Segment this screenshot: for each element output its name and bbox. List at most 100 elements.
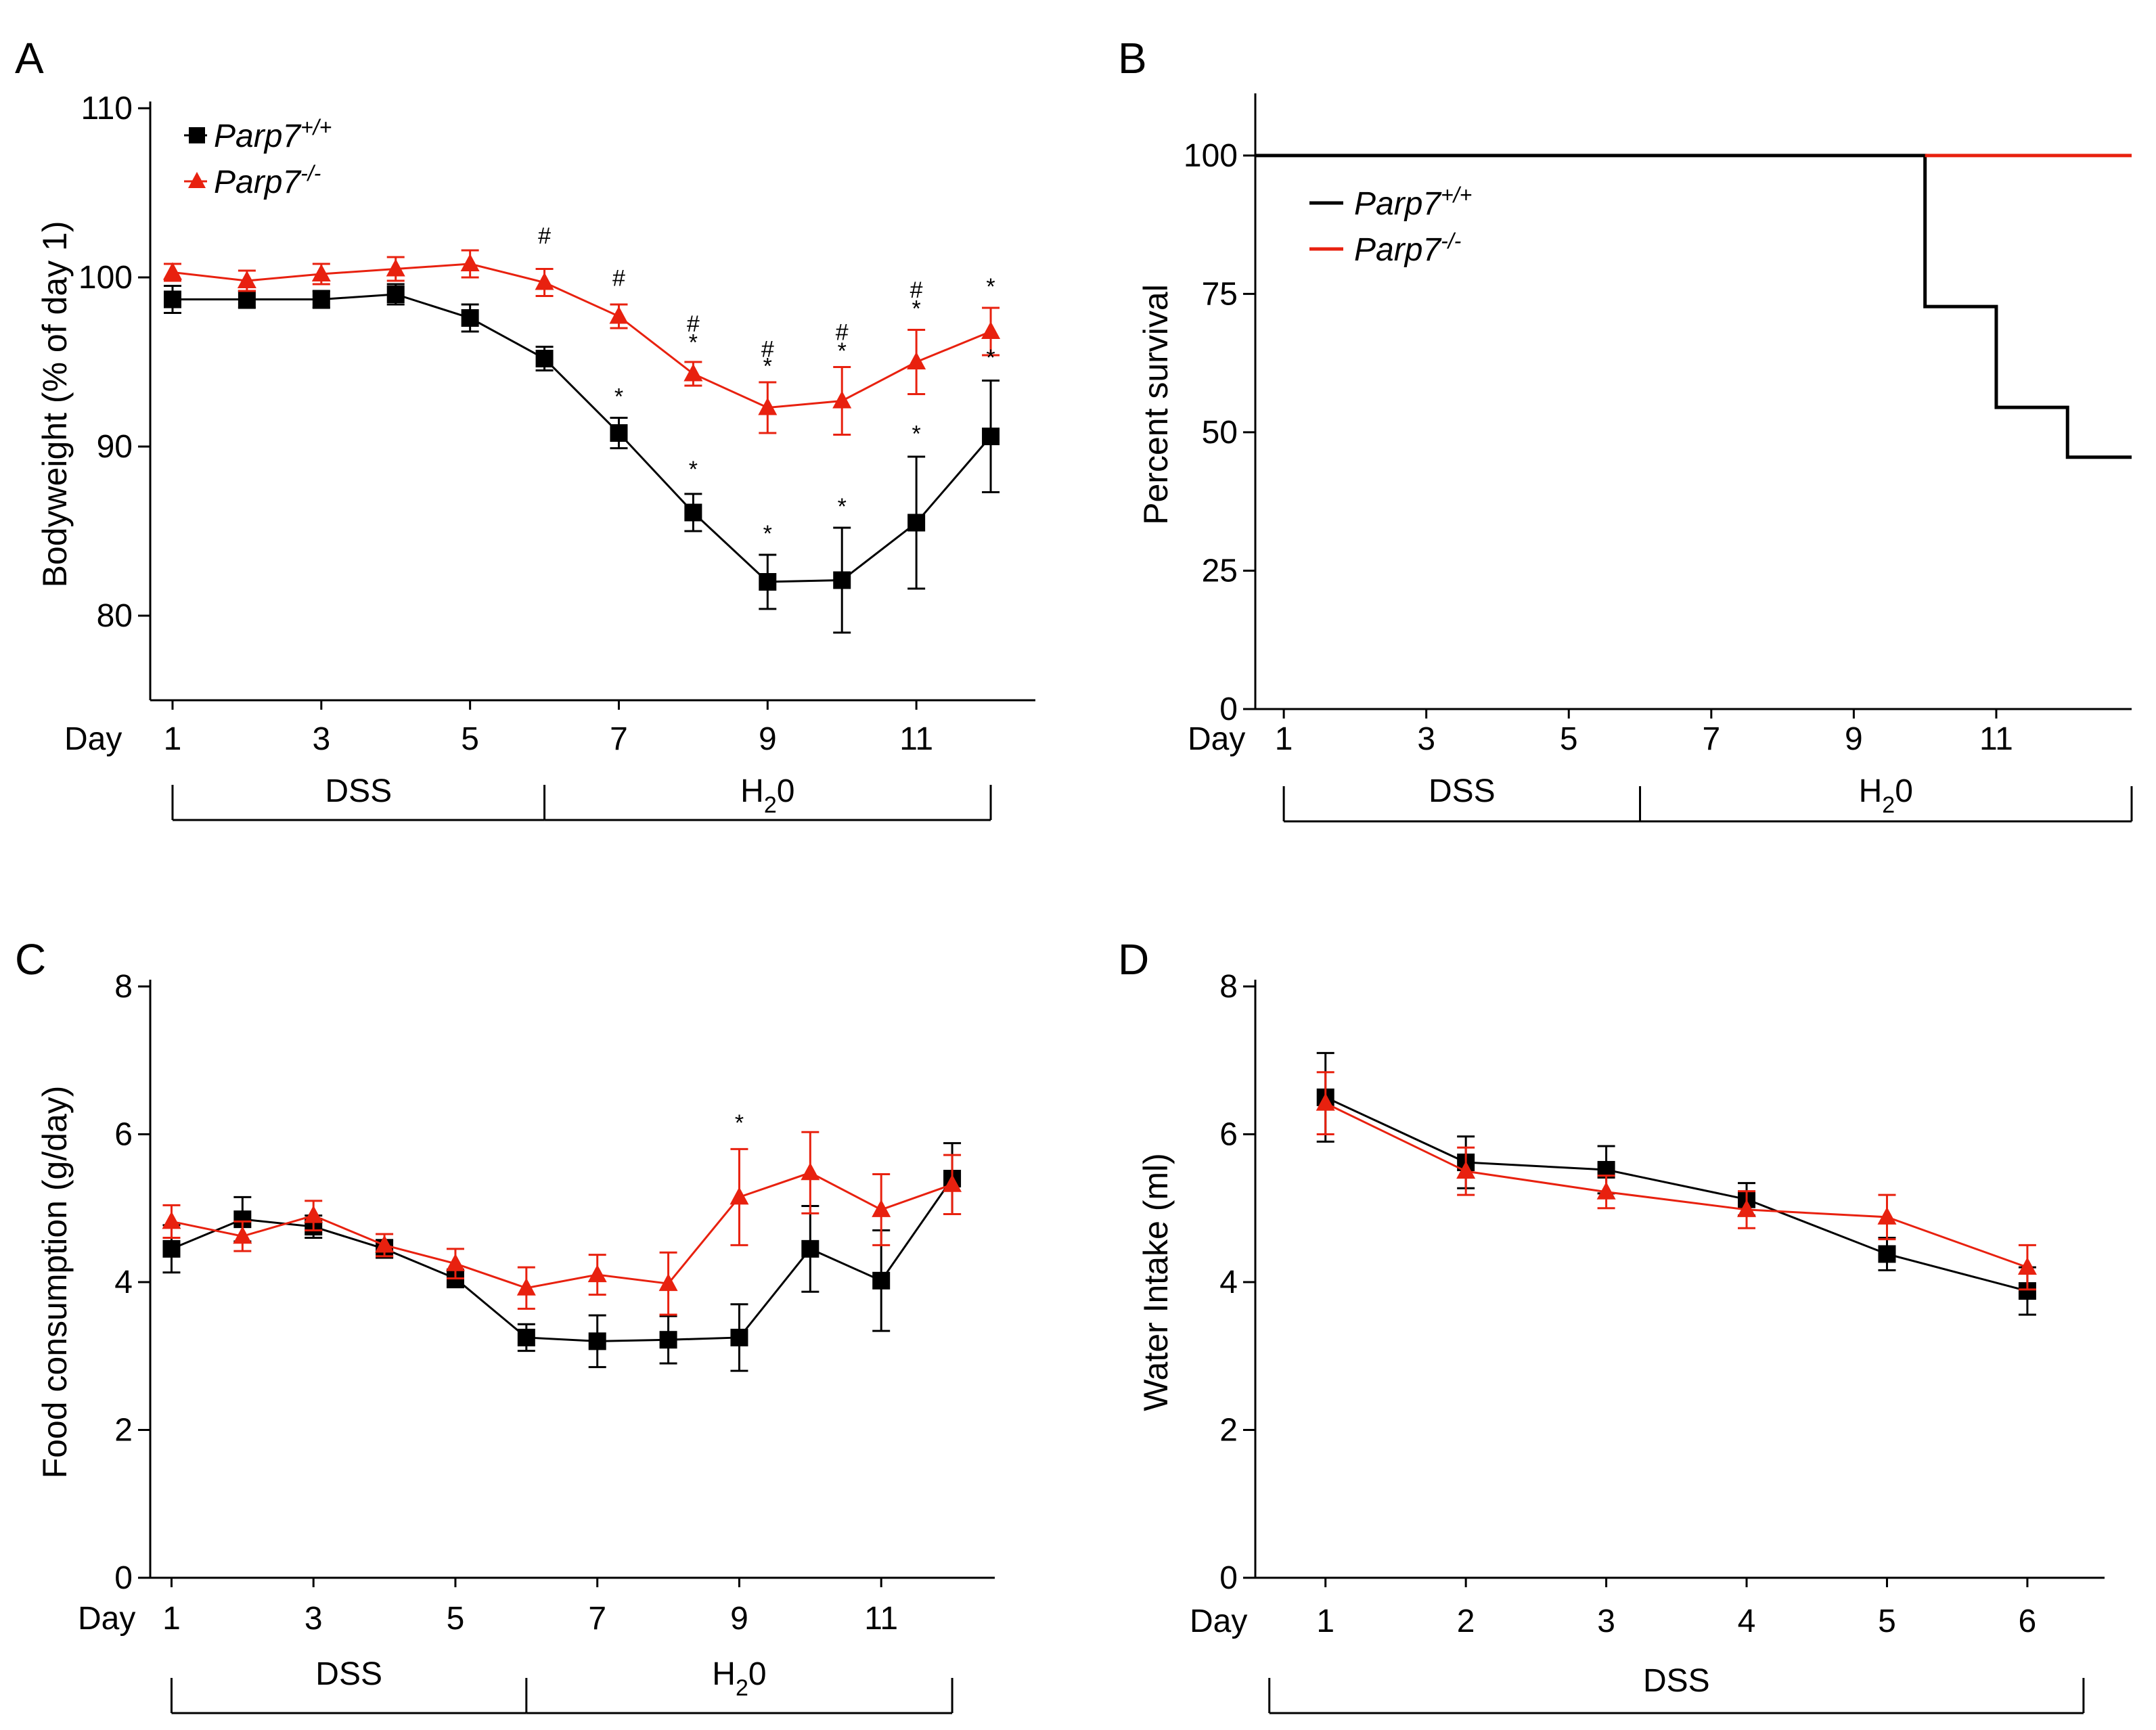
asterisk-mark: *: [763, 521, 772, 547]
period-label: DSS: [1429, 773, 1496, 809]
x-tick-label: 1: [1316, 1603, 1334, 1639]
x-tick-label: 5: [1560, 721, 1578, 757]
asterisk-mark: *: [735, 1110, 744, 1136]
legend-label-wt-superscript: +/+: [1441, 183, 1472, 207]
legend-label-ko-superscript: -/-: [1441, 229, 1461, 253]
marker-triangle-ko: [758, 397, 778, 415]
y-tick-label: 8: [1219, 969, 1238, 1005]
marker-square-wt: [535, 350, 554, 367]
y-tick-label: 2: [1219, 1413, 1238, 1449]
legend-label-ko: Parp7-/-: [1354, 229, 1461, 268]
marker-square-wt: [162, 1239, 181, 1258]
marker-triangle-ko: [801, 1162, 820, 1181]
y-tick-label: 0: [114, 1560, 133, 1596]
hash-mark: #: [761, 337, 774, 363]
marker-triangle-ko: [609, 306, 629, 324]
panel-label-a: A: [15, 34, 44, 83]
asterisk-mark: *: [689, 330, 698, 356]
series-line-wt: [171, 1178, 953, 1342]
y-tick-label: 110: [81, 91, 133, 127]
x-tick-label: 4: [1738, 1603, 1756, 1639]
marker-triangle-ko: [1877, 1206, 1897, 1225]
marker-square-wt: [163, 290, 181, 309]
period-label-subscript: 2: [1882, 792, 1895, 818]
x-axis-label: Day: [1188, 721, 1245, 757]
marker-triangle-ko: [386, 258, 405, 277]
panel-label-b: B: [1118, 34, 1147, 83]
period-label-subscript: 2: [736, 1675, 748, 1701]
y-tick-label: 0: [1219, 691, 1238, 727]
hash-mark: #: [910, 277, 923, 303]
hash-mark: #: [612, 266, 625, 292]
marker-square-wt: [588, 1332, 606, 1350]
x-tick-label: 9: [759, 721, 777, 757]
panel-b-survival: 0 25 50 75 100 1 3 5 7 9 11 Day Percent survival DSS H…: [1137, 93, 2133, 823]
x-tick-label: 3: [1597, 1603, 1615, 1639]
x-axis-label: Day: [78, 1601, 135, 1637]
x-tick-label: 7: [610, 721, 628, 757]
marker-triangle-ko: [311, 264, 331, 281]
y-tick-label: 100: [1184, 138, 1238, 174]
period-label: H20: [712, 1656, 766, 1701]
x-tick-label: 6: [2019, 1603, 2037, 1639]
x-tick-label: 7: [1702, 721, 1720, 757]
y-tick-label: 4: [114, 1265, 133, 1300]
legend-label-ko-superscript: -/-: [300, 161, 321, 185]
panel-label-c: C: [15, 935, 46, 984]
y-tick-label: 80: [97, 598, 133, 634]
marker-triangle-ko: [943, 1174, 962, 1192]
asterisk-mark: *: [986, 345, 995, 371]
hash-mark: #: [538, 223, 551, 249]
marker-triangle-ko: [304, 1205, 323, 1223]
y-axis-label: Food consumption (g/day): [36, 1086, 74, 1479]
x-tick-label: 5: [447, 1601, 465, 1637]
marker-square-wt: [872, 1271, 891, 1290]
period-label: DSS: [315, 1656, 382, 1692]
marker-triangle-ko: [587, 1265, 607, 1283]
marker-square-wt: [312, 290, 330, 309]
marker-square-wt: [1878, 1245, 1896, 1263]
marker-triangle-ko: [1737, 1199, 1757, 1217]
asterisk-mark: *: [838, 494, 847, 520]
marker-triangle-ko: [907, 352, 926, 369]
period-label-suffix: 0: [777, 773, 795, 809]
legend-marker-ko: [188, 172, 206, 188]
marker-triangle-ko: [832, 390, 852, 409]
y-axis-label: Water Intake (ml): [1137, 1153, 1175, 1411]
marker-triangle-ko: [658, 1273, 678, 1292]
y-tick-label: 90: [97, 429, 133, 465]
x-tick-label: 1: [162, 1601, 181, 1637]
marker-square-wt: [730, 1328, 748, 1346]
x-tick-label: 5: [1878, 1603, 1896, 1639]
marker-triangle-ko: [162, 1211, 181, 1229]
marker-triangle-ko: [535, 272, 554, 290]
period-label: DSS: [1643, 1663, 1710, 1699]
period-label-subscript: 2: [764, 792, 777, 818]
x-axis-label: Day: [1190, 1603, 1247, 1639]
marker-square-wt: [801, 1239, 819, 1258]
y-tick-label: 75: [1202, 276, 1238, 312]
marker-triangle-ko: [981, 321, 1001, 339]
period-label: DSS: [325, 773, 392, 809]
y-tick-label: 50: [1202, 415, 1238, 451]
hash-mark: #: [687, 311, 700, 337]
marker-triangle-ko: [1596, 1181, 1616, 1200]
x-tick-label: 7: [588, 1601, 606, 1637]
marker-triangle-ko: [375, 1235, 395, 1253]
marker-triangle-ko: [516, 1277, 536, 1296]
y-tick-label: 100: [78, 260, 133, 296]
marker-square-wt: [982, 428, 1000, 445]
marker-square-wt: [238, 290, 256, 309]
x-tick-label: 9: [1845, 721, 1863, 757]
x-tick-label: 11: [864, 1601, 898, 1637]
legend: Parp7+/+ Parp7-/-: [1309, 183, 1472, 268]
marker-triangle-ko: [2017, 1257, 2037, 1275]
marker-square-wt: [517, 1328, 535, 1346]
marker-triangle-ko: [237, 271, 256, 288]
period-label: H20: [740, 773, 794, 818]
asterisk-mark: *: [912, 296, 921, 322]
legend: Parp7+/+ Parp7-/-: [184, 115, 332, 200]
series-line-ko: [171, 1171, 953, 1290]
marker-triangle-ko: [683, 363, 703, 382]
